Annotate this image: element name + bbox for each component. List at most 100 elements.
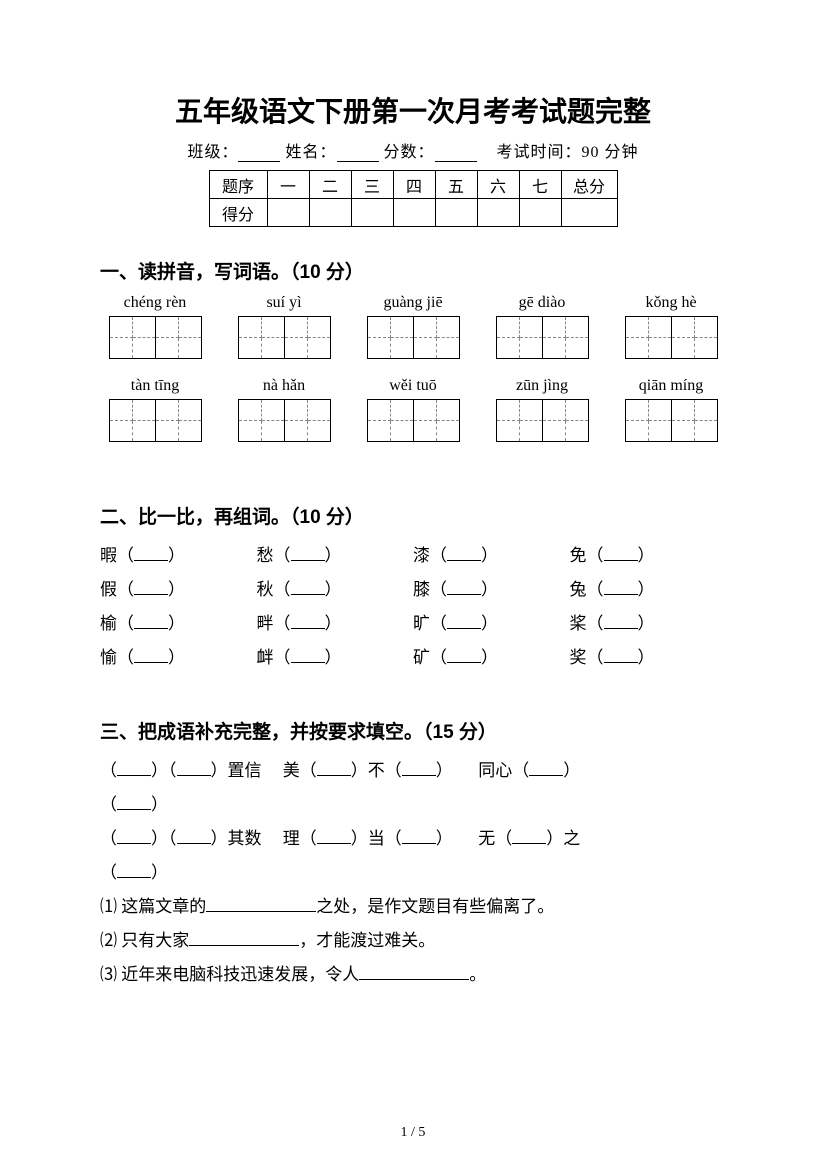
compare-item: 暇（） [100,539,257,573]
idiom-blank[interactable] [402,775,436,776]
char-box[interactable] [496,399,589,442]
idiom-text: 其数 [228,829,262,848]
compare-item: 愁（） [257,539,414,573]
score-cell[interactable] [519,199,561,227]
compare-item: 假（） [100,573,257,607]
word-blank[interactable] [134,560,168,561]
word-blank[interactable] [291,560,325,561]
q3-suf: 。 [469,965,486,984]
sec1-heading: 一、读拼音，写词语。（10 分） [100,257,726,284]
class-blank[interactable] [238,146,280,162]
word-blank[interactable] [447,662,481,663]
pinyin-label: tàn tīng [100,377,210,395]
idiom-text: 之 [563,829,580,848]
class-label: 班级： [187,144,238,161]
pinyin-label: zūn jìng [487,377,597,395]
word-blank[interactable] [447,594,481,595]
idiom-blank[interactable] [402,843,436,844]
sec2-heading: 二、比一比，再组词。（10 分） [100,502,726,529]
idiom-blank[interactable] [512,843,546,844]
char-box[interactable] [238,316,331,359]
pinyin-row-2: tàn tīng nà hǎn wěi tuō zūn jìng qiān mí… [100,377,726,395]
score-cell[interactable] [393,199,435,227]
compare-item: 畔（） [257,607,414,641]
compare-column: 漆（）膝（）旷（）矿（） [413,539,570,675]
word-blank[interactable] [604,662,638,663]
compare-item: 奖（） [570,641,727,675]
answer-blank[interactable] [359,979,469,980]
word-blank[interactable] [604,628,638,629]
compare-item: 膝（） [413,573,570,607]
score-cell[interactable] [351,199,393,227]
char-box[interactable] [496,316,589,359]
q2-text: ⑵ 只有大家 [100,931,189,950]
answer-blank[interactable] [206,911,316,912]
word-blank[interactable] [291,662,325,663]
score-col-2: 二 [309,171,351,199]
score-col-3: 三 [351,171,393,199]
pinyin-label: gē diào [487,294,597,312]
compare-item: 桨（） [570,607,727,641]
word-blank[interactable] [134,628,168,629]
compare-column: 免（）兔（）桨（）奖（） [570,539,727,675]
char-box[interactable] [109,316,202,359]
compare-column: 暇（）假（）榆（）愉（） [100,539,257,675]
info-line: 班级： 姓名： 分数： 考试时间：90 分钟 [100,138,726,162]
char-box[interactable] [109,399,202,442]
word-blank[interactable] [447,560,481,561]
idiom-blank[interactable] [177,775,211,776]
pinyin-label: chéng rèn [100,294,210,312]
char-box[interactable] [238,399,331,442]
score-cell[interactable] [309,199,351,227]
idiom-blank[interactable] [117,843,151,844]
score-col-5: 五 [435,171,477,199]
compare-item: 免（） [570,539,727,573]
score-label: 分数： [384,144,435,161]
char-box[interactable] [625,316,718,359]
word-blank[interactable] [134,594,168,595]
compare-item: 衅（） [257,641,414,675]
idiom-blank[interactable] [529,775,563,776]
compare-column: 愁（）秋（）畔（）衅（） [257,539,414,675]
idiom-text: 无 [478,829,495,848]
idiom-blank[interactable] [177,843,211,844]
pinyin-label: nà hǎn [229,377,339,395]
score-col-6: 六 [477,171,519,199]
idiom-text: 当 [368,829,385,848]
pinyin-label: qiān míng [616,377,726,395]
score-blank[interactable] [435,146,477,162]
idiom-blank[interactable] [117,877,151,878]
q2-suf: ，才能渡过难关。 [299,931,435,950]
compare-item: 愉（） [100,641,257,675]
score-value-label: 得分 [209,199,267,227]
score-cell[interactable] [267,199,309,227]
q1-suf: 之处，是作文题目有些偏离了。 [316,897,554,916]
score-cell[interactable] [561,199,617,227]
word-blank[interactable] [604,594,638,595]
compare-grid: 暇（）假（）榆（）愉（）愁（）秋（）畔（）衅（）漆（）膝（）旷（）矿（）免（）兔… [100,539,726,675]
q1-text: ⑴ 这篇文章的 [100,897,206,916]
char-box[interactable] [625,399,718,442]
idiom-blank[interactable] [117,775,151,776]
char-boxes-row-2 [100,399,726,442]
word-blank[interactable] [134,662,168,663]
answer-blank[interactable] [189,945,299,946]
word-blank[interactable] [291,628,325,629]
score-cell[interactable] [477,199,519,227]
q3-text: ⑶ 近年来电脑科技迅速发展，令人 [100,965,359,984]
score-col-7: 七 [519,171,561,199]
char-box[interactable] [367,399,460,442]
word-blank[interactable] [291,594,325,595]
word-blank[interactable] [447,628,481,629]
char-boxes-row-1 [100,316,726,359]
word-blank[interactable] [604,560,638,561]
char-box[interactable] [367,316,460,359]
idiom-blank[interactable] [317,843,351,844]
idiom-blank[interactable] [317,775,351,776]
name-blank[interactable] [337,146,379,162]
score-cell[interactable] [435,199,477,227]
pinyin-row-1: chéng rèn suí yì guàng jiē gē diào kǒng … [100,294,726,312]
pinyin-label: suí yì [229,294,339,312]
compare-item: 兔（） [570,573,727,607]
idiom-blank[interactable] [117,809,151,810]
